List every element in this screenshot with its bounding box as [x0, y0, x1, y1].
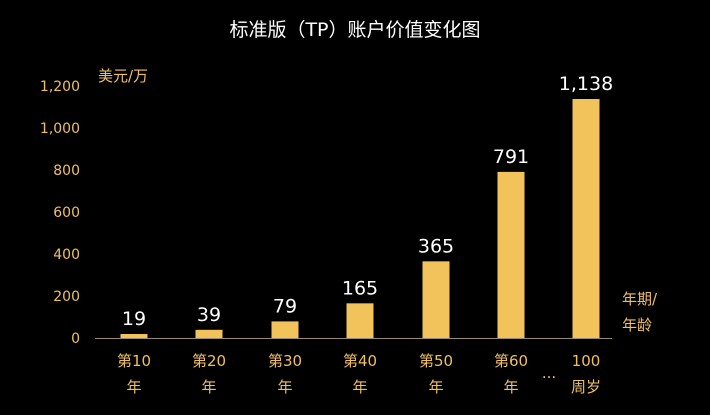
- bar-value-label: 39: [197, 304, 221, 326]
- x-tick-label: 第20: [192, 352, 226, 370]
- bar-value-label: 19: [122, 308, 146, 330]
- bar-value-label: 79: [273, 295, 297, 317]
- x-tick-label: 100: [572, 352, 601, 370]
- bar: [271, 321, 299, 338]
- x-axis-label-line1: 年期/: [622, 290, 658, 308]
- y-tick-label: 1,200: [40, 79, 80, 95]
- bar: [346, 303, 374, 338]
- chart-title: 标准版（TP）账户价值变化图: [229, 19, 480, 41]
- bar: [195, 329, 223, 338]
- bar-value-label: 365: [418, 235, 454, 257]
- x-tick-label: 第50: [419, 352, 453, 370]
- x-tick-label: 年: [201, 378, 216, 396]
- y-tick-label: 200: [53, 289, 80, 305]
- x-tick-label: 年: [277, 378, 292, 396]
- bars: [120, 99, 600, 339]
- bar-value-label: 165: [342, 277, 378, 299]
- y-axis-label: 美元/万: [98, 67, 148, 85]
- bar-value-label: 791: [493, 146, 529, 168]
- x-tick-label: 周岁: [571, 378, 601, 396]
- x-tick-label: 第60: [494, 352, 528, 370]
- y-tick-label: 0: [71, 331, 80, 347]
- bar: [422, 261, 450, 338]
- x-axis-label-line2: 年龄: [622, 316, 652, 334]
- y-tick-label: 1,000: [40, 121, 80, 137]
- bar: [497, 171, 525, 338]
- x-axis-ticks: 第10 年 第20 年 第30 年 第40 年 第50 年 第60 年 100 周岁: [117, 352, 601, 396]
- x-tick-label: 年: [428, 378, 443, 396]
- data-labels: 19 39 79 165 365 791 1,138: [122, 73, 613, 330]
- x-axis-ellipsis: ...: [542, 364, 556, 382]
- x-tick-label: 第30: [268, 352, 302, 370]
- x-tick-label: 第40: [343, 352, 377, 370]
- x-tick-label: 年: [126, 378, 141, 396]
- x-tick-label: 第10: [117, 352, 151, 370]
- x-tick-label: 年: [503, 378, 518, 396]
- bar: [572, 99, 600, 339]
- bar: [120, 334, 148, 338]
- y-tick-label: 600: [53, 205, 80, 221]
- y-axis-ticks: 0 200 400 600 800 1,000 1,200: [40, 79, 80, 347]
- y-tick-label: 800: [53, 163, 80, 179]
- y-tick-label: 400: [53, 247, 80, 263]
- bar-value-label: 1,138: [559, 73, 613, 95]
- x-tick-label: 年: [352, 378, 367, 396]
